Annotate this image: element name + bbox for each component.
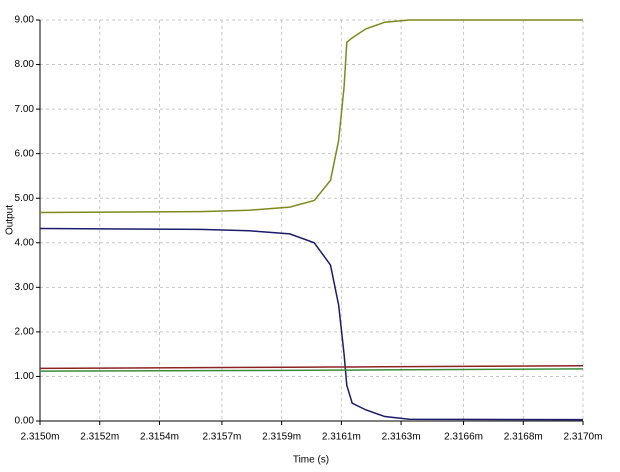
y-tick-label: 9.00 bbox=[15, 15, 35, 26]
series-line bbox=[39, 368, 584, 372]
series-line bbox=[39, 365, 584, 370]
series-line bbox=[39, 227, 584, 421]
x-tick-label: 2.3161m bbox=[322, 432, 361, 443]
y-tick-label: 5.00 bbox=[15, 193, 35, 204]
y-tick-label: 3.00 bbox=[15, 282, 35, 293]
y-axis-label: Output bbox=[5, 205, 16, 235]
x-tick-label: 2.3170m bbox=[564, 432, 603, 443]
y-tick-label: 1.00 bbox=[15, 371, 35, 382]
x-tick-label: 2.3168m bbox=[504, 432, 543, 443]
y-tick-label: 0.00 bbox=[15, 416, 35, 427]
x-tick-label: 2.3159m bbox=[262, 432, 301, 443]
y-tick-label: 4.00 bbox=[15, 237, 35, 248]
x-tick-label: 2.3154m bbox=[140, 432, 179, 443]
x-tick-label: 2.3157m bbox=[202, 432, 241, 443]
x-tick-label: 2.3150m bbox=[21, 432, 60, 443]
series-line bbox=[39, 19, 583, 214]
y-tick-label: 7.00 bbox=[15, 104, 35, 115]
x-tick-label: 2.3166m bbox=[444, 432, 483, 443]
y-tick-label: 2.00 bbox=[15, 327, 35, 338]
y-tick-label: 8.00 bbox=[15, 59, 35, 70]
x-tick-label: 2.3152m bbox=[80, 432, 119, 443]
y-tick-label: 6.00 bbox=[15, 148, 35, 159]
x-tick-label: 2.3163m bbox=[382, 432, 421, 443]
x-axis-label: Time (s) bbox=[293, 455, 329, 466]
